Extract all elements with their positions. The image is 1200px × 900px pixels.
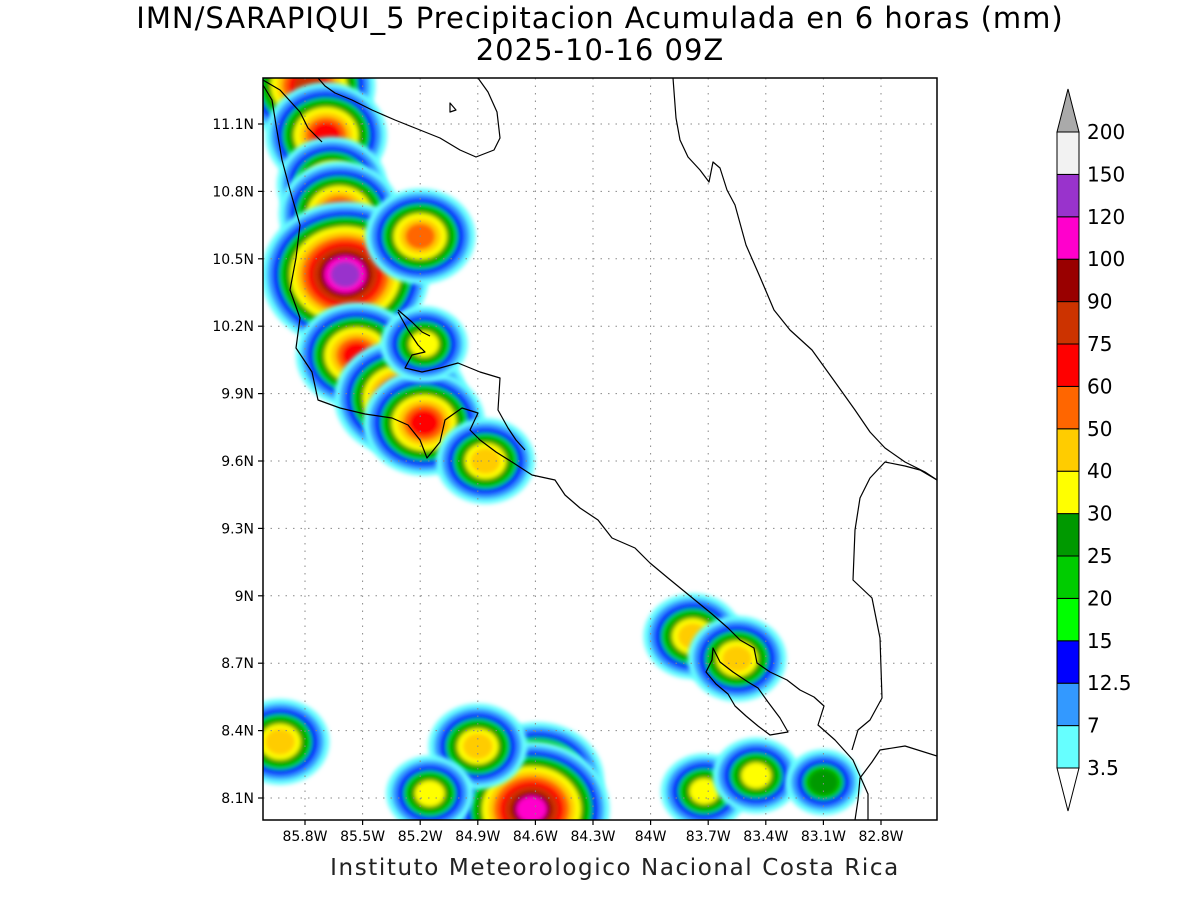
colorbar-label: 12.5 (1087, 671, 1132, 695)
lat-tick-label: 10.8N (212, 184, 254, 200)
colorbar-segment (1056, 682, 1080, 727)
colorbar-label: 3.5 (1087, 756, 1119, 780)
precip-cell (263, 698, 330, 785)
lon-tick-label: 84.6W (513, 829, 558, 845)
nicoya-gulf (397, 311, 526, 451)
colorbar-label: 20 (1087, 586, 1112, 610)
colorbar-label: 50 (1087, 417, 1112, 441)
lat-tick-label: 9.9N (221, 387, 254, 403)
colorbar-label: 100 (1087, 247, 1125, 271)
precip-cell (386, 755, 474, 820)
colorbar-segment (1056, 131, 1080, 175)
lat-tick-label: 8.1N (221, 791, 254, 807)
colorbar-segment (1056, 640, 1080, 684)
colorbar-label: 30 (1087, 502, 1112, 526)
colorbar-segment (1056, 301, 1080, 345)
lon-tick-label: 83.1W (801, 829, 846, 845)
lon-tick-label: 84.3W (570, 829, 615, 845)
colorbar-label: 15 (1087, 629, 1112, 653)
lat-tick-label: 8.7N (221, 656, 254, 672)
colorbar-segment (1056, 173, 1080, 218)
colorbar-top-arrow (1056, 88, 1080, 133)
precip-cell (436, 418, 535, 504)
colorbar-segment (1056, 555, 1080, 599)
plot-frame (262, 77, 938, 821)
lat-tick-label: 9N (235, 589, 254, 605)
atlantic-coast (672, 78, 937, 481)
pacific-coast-guanacaste (263, 84, 869, 820)
precip-cell (712, 737, 800, 814)
lon-tick-label: 83.7W (686, 829, 731, 845)
chart-subtitle: 2025-10-16 09Z (475, 33, 725, 67)
colorbar-segment (1056, 385, 1080, 430)
lat-tick-label: 10.5N (212, 252, 254, 268)
precip-cell (785, 749, 862, 816)
colorbar-bottom-arrow (1056, 767, 1080, 812)
costa-rica-nicaragua-border (263, 79, 323, 143)
lon-tick-label: 84.9W (455, 829, 500, 845)
nicaragua-coast-north (317, 78, 501, 158)
lon-tick-label: 85.8W (282, 829, 327, 845)
colorbar-segment (1056, 428, 1080, 472)
colorbar-segment (1056, 513, 1080, 557)
lon-tick-label: 85.5W (340, 829, 385, 845)
colorbar-segment (1056, 470, 1080, 515)
colorbar-label: 7 (1087, 714, 1100, 738)
osa-peninsula (705, 647, 789, 736)
island-north (449, 102, 457, 113)
longitude-axis: 85.8W 85.5W 85.2W 84.9W 84.6W 84.3W 84W 83.7W 83… (282, 820, 904, 845)
precipitation-field (263, 78, 862, 820)
lat-tick-label: 11.1N (212, 117, 254, 133)
lon-tick-label: 84W (635, 829, 667, 845)
panama-coast (851, 461, 937, 751)
footer-credit: Instituto Meteorologico Nacional Costa R… (330, 855, 900, 881)
colorbar-label: 75 (1087, 332, 1112, 356)
lat-tick-label: 8.4N (221, 724, 254, 740)
lat-tick-label: 10.2N (212, 319, 254, 335)
colorbar-label: 200 (1087, 120, 1125, 144)
colorbar-segment (1056, 258, 1080, 303)
colorbar-segment (1056, 216, 1080, 260)
lon-tick-label: 83.4W (743, 829, 788, 845)
colorbar-label: 90 (1087, 290, 1112, 314)
lon-tick-label: 82.8W (858, 829, 903, 845)
precip-cell (380, 306, 468, 383)
colorbar-label: 40 (1087, 459, 1112, 483)
lat-tick-label: 9.3N (221, 521, 254, 537)
colorbar-segment (1056, 725, 1080, 769)
lon-tick-label: 85.2W (398, 829, 443, 845)
colorbar-label: 120 (1087, 205, 1125, 229)
chart-title: IMN/SARAPIQUI_5 Precipitacion Acumulada … (136, 1, 1064, 35)
precip-cell (687, 615, 787, 702)
lat-tick-label: 9.6N (221, 454, 254, 470)
colorbar-label: 60 (1087, 374, 1112, 398)
colorbar: 3.5 7 12.5 15 20 25 30 40 50 60 75 90 100 120 150 200 (1056, 88, 1132, 812)
colorbar-label: 25 (1087, 544, 1112, 568)
colorbar-segment (1056, 343, 1080, 387)
latitude-axis: 11.1N 10.8N 10.5N 10.2N 9.9N 9.6N 9.3N 9N 8.7N 8.… (212, 117, 263, 807)
colorbar-label: 150 (1087, 162, 1125, 186)
panama-border (854, 745, 937, 820)
coastlines (263, 78, 937, 820)
precip-cell (365, 188, 476, 285)
river-border (397, 309, 431, 337)
colorbar-segment (1056, 597, 1080, 642)
